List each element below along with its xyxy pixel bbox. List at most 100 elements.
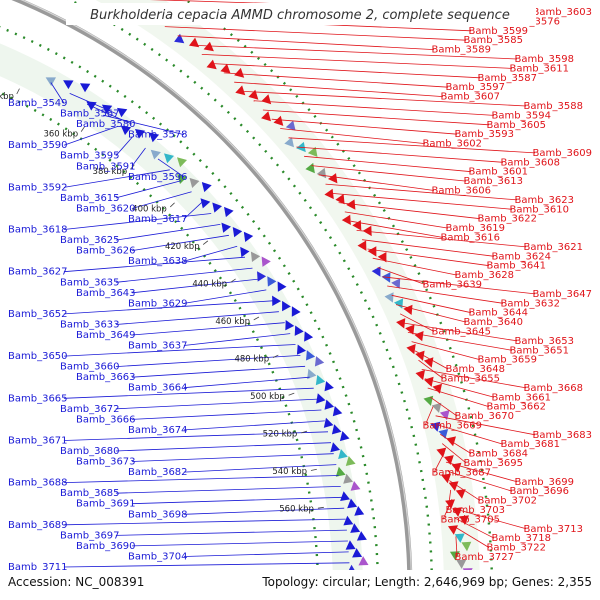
- gene-label[interactable]: Bamb_3696: [509, 486, 569, 497]
- gene-label[interactable]: Bamb_3727: [454, 552, 514, 563]
- gene-label[interactable]: Bamb_3589: [431, 45, 491, 56]
- gene-label[interactable]: Bamb_3666: [76, 414, 136, 425]
- gene-label[interactable]: Bamb_3697: [60, 530, 120, 541]
- gene-label[interactable]: Bamb_3580: [76, 119, 136, 130]
- gene-label[interactable]: Bamb_3616: [440, 233, 500, 244]
- gene-label[interactable]: Bamb_3681: [500, 439, 560, 450]
- gene-label[interactable]: Bamb_3593: [454, 129, 514, 140]
- gene-label[interactable]: Bamb_3603: [532, 7, 592, 18]
- gene-label[interactable]: Bamb_3643: [76, 288, 136, 299]
- gene-label[interactable]: Bamb_3617: [128, 214, 188, 225]
- gene-label[interactable]: Bamb_3682: [128, 467, 188, 478]
- gene-label[interactable]: Bamb_3703: [445, 505, 505, 516]
- gene-label[interactable]: Bamb_3653: [514, 336, 574, 347]
- gene-label[interactable]: Bamb_3661: [491, 392, 551, 403]
- gene-label[interactable]: Bamb_3578: [128, 130, 188, 141]
- gene-label[interactable]: Bamb_3635: [60, 277, 120, 288]
- gene-label[interactable]: Bamb_3567: [60, 109, 120, 120]
- gene-label[interactable]: Bamb_3618: [8, 225, 68, 236]
- gene-label[interactable]: Bamb_3705: [440, 514, 500, 525]
- gene-label[interactable]: Bamb_3651: [509, 345, 569, 356]
- gene-label[interactable]: Bamb_3632: [500, 298, 560, 309]
- gene-label[interactable]: Bamb_3713: [523, 524, 583, 535]
- gene-label[interactable]: Bamb_3613: [463, 176, 523, 187]
- gene-label[interactable]: Bamb_3691: [76, 499, 136, 510]
- gene-label[interactable]: Bamb_3702: [477, 496, 537, 507]
- gene-label[interactable]: Bamb_3622: [477, 214, 537, 225]
- gene-label[interactable]: Bamb_3591: [76, 161, 136, 172]
- gene-label[interactable]: Bamb_3590: [8, 140, 68, 151]
- gene-label[interactable]: Bamb_3669: [422, 420, 482, 431]
- gene-label[interactable]: Bamb_3626: [76, 246, 136, 257]
- gene-label[interactable]: Bamb_3597: [445, 82, 505, 93]
- gene-label[interactable]: Bamb_3673: [76, 457, 136, 468]
- gene-label[interactable]: Bamb_3695: [463, 458, 523, 469]
- gene-label[interactable]: Bamb_3619: [445, 223, 505, 234]
- gene-label[interactable]: Bamb_3664: [128, 383, 188, 394]
- gene-label[interactable]: Bamb_3655: [440, 374, 500, 385]
- gene-label[interactable]: Bamb_3711: [8, 562, 68, 573]
- right-gene-labels[interactable]: Bamb_3603Bamb_3576Bamb_3599Bamb_3585Bamb…: [422, 7, 592, 563]
- gene-label[interactable]: Bamb_3625: [60, 235, 120, 246]
- gene-label[interactable]: Bamb_3549: [8, 98, 68, 109]
- gene-label[interactable]: Bamb_3722: [486, 543, 546, 554]
- gene-label[interactable]: Bamb_3699: [514, 477, 574, 488]
- gene-label[interactable]: Bamb_3638: [128, 256, 188, 267]
- gene-label[interactable]: Bamb_3623: [514, 195, 574, 206]
- gene-label[interactable]: Bamb_3670: [454, 411, 514, 422]
- gene-label[interactable]: Bamb_3648: [445, 364, 505, 375]
- gene-label[interactable]: Bamb_3606: [431, 186, 491, 197]
- gene-label[interactable]: Bamb_3649: [76, 330, 136, 341]
- gene-label[interactable]: Bamb_3624: [491, 251, 551, 262]
- gene-label[interactable]: Bamb_3587: [477, 73, 537, 84]
- gene-label[interactable]: Bamb_3629: [128, 298, 188, 309]
- gene-label[interactable]: Bamb_3598: [514, 54, 574, 65]
- gene-label[interactable]: Bamb_3620: [76, 204, 136, 215]
- gene-label[interactable]: Bamb_3644: [468, 308, 528, 319]
- gene-label[interactable]: Bamb_3601: [468, 167, 528, 178]
- gene-label[interactable]: Bamb_3594: [491, 110, 551, 121]
- gene-label[interactable]: Bamb_3639: [422, 280, 482, 291]
- gene-label[interactable]: Bamb_3659: [477, 355, 537, 366]
- gene-label[interactable]: Bamb_3688: [8, 478, 68, 489]
- gene-label[interactable]: Bamb_3687: [431, 467, 491, 478]
- gene-label[interactable]: Bamb_3637: [128, 341, 188, 352]
- gene-label[interactable]: Bamb_3650: [8, 351, 68, 362]
- gene-label[interactable]: Bamb_3663: [76, 372, 136, 383]
- gene-label[interactable]: Bamb_3628: [454, 270, 514, 281]
- gene-label[interactable]: Bamb_3611: [509, 63, 569, 74]
- gene-label[interactable]: Bamb_3608: [500, 157, 560, 168]
- gene-label[interactable]: Bamb_3592: [8, 182, 68, 193]
- gene-label[interactable]: Bamb_3685: [60, 488, 120, 499]
- gene-label[interactable]: Bamb_3647: [532, 289, 592, 300]
- gene-label[interactable]: Bamb_3671: [8, 436, 68, 447]
- gene-label[interactable]: Bamb_3627: [8, 267, 68, 278]
- gene-label[interactable]: Bamb_3621: [523, 242, 583, 253]
- gene-label[interactable]: Bamb_3605: [486, 120, 546, 131]
- gene-label[interactable]: Bamb_3684: [468, 449, 528, 460]
- gene-label[interactable]: Bamb_3595: [60, 151, 120, 162]
- gene-label[interactable]: Bamb_3683: [532, 430, 592, 441]
- gene-label[interactable]: Bamb_3672: [60, 404, 120, 415]
- gene-label[interactable]: Bamb_3645: [431, 327, 491, 338]
- gene-label[interactable]: Bamb_3588: [523, 101, 583, 112]
- gene-label[interactable]: Bamb_3609: [532, 148, 592, 159]
- gene-label[interactable]: Bamb_3607: [440, 92, 500, 103]
- gene-label[interactable]: Bamb_3674: [128, 425, 188, 436]
- gene-label[interactable]: Bamb_3668: [523, 383, 583, 394]
- gene-label[interactable]: Bamb_3615: [60, 193, 120, 204]
- gene-label[interactable]: Bamb_3652: [8, 309, 68, 320]
- gene-label[interactable]: Bamb_3665: [8, 393, 68, 404]
- gene-label[interactable]: Bamb_3585: [463, 35, 523, 46]
- gene-label[interactable]: Bamb_3596: [128, 172, 188, 183]
- gene-label[interactable]: Bamb_3718: [491, 533, 551, 544]
- gene-label[interactable]: Bamb_3698: [128, 509, 188, 520]
- gene-label[interactable]: Bamb_3690: [76, 541, 136, 552]
- gene-label[interactable]: Bamb_3689: [8, 520, 68, 531]
- gene-label[interactable]: Bamb_3610: [509, 204, 569, 215]
- gene-label[interactable]: Bamb_3640: [463, 317, 523, 328]
- gene-label[interactable]: Bamb_3704: [128, 552, 188, 563]
- gene-label[interactable]: Bamb_3660: [60, 362, 120, 373]
- gene-label[interactable]: Bamb_3662: [486, 402, 546, 413]
